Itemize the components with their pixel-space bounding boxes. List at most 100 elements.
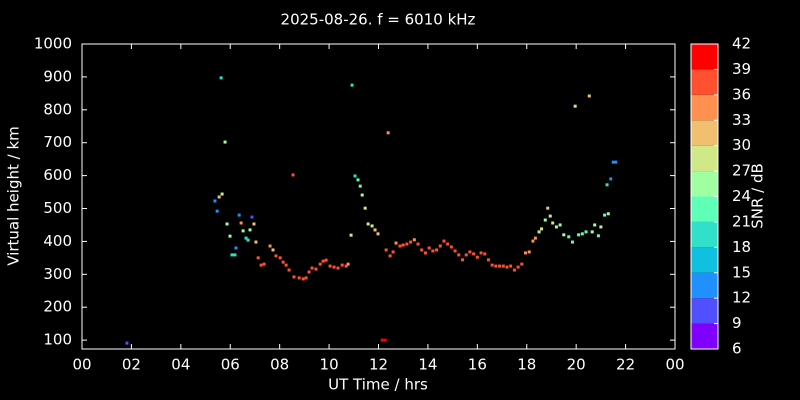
x-tick-label: 16 [468,356,487,374]
data-point [468,250,472,254]
data-point [284,263,288,267]
data-point [605,183,609,187]
data-point [548,214,552,218]
data-point [340,263,344,267]
x-tick-label: 22 [616,356,635,374]
data-point [230,253,234,257]
data-point [580,232,584,236]
data-point [291,173,295,177]
data-point [287,268,291,272]
data-point [599,225,603,229]
data-point [516,265,520,269]
chart-title: 2025-08-26. f = 6010 kHz [281,11,476,29]
data-point [512,268,516,272]
y-tick-label: 900 [43,67,72,85]
colorbar-tick-label: 18 [732,238,751,256]
data-point [336,266,340,270]
x-tick-label: 06 [221,356,240,374]
data-point [611,160,615,164]
colorbar-tick-label: 21 [732,212,751,230]
data-point [349,233,353,237]
data-point [412,238,416,242]
colorbar-tick-label: 27 [732,162,751,180]
data-point [501,264,505,268]
data-point [398,244,402,248]
data-point [239,221,243,225]
data-point [384,248,388,252]
data-point [475,255,479,259]
data-point [584,230,588,234]
y-tick-label: 800 [43,100,72,118]
colorbar-tick-label: 39 [732,60,751,78]
data-point [292,275,296,279]
data-point [394,241,398,245]
y-tick-label: 500 [43,199,72,217]
data-point [310,266,314,270]
x-tick-label: 14 [418,356,437,374]
data-point [405,242,409,246]
data-point [614,160,618,164]
colorbar-tick-label: 30 [732,136,751,154]
data-point [268,244,272,248]
data-point [262,262,266,266]
y-tick-label: 400 [43,232,72,250]
data-point [250,215,254,219]
data-point [252,222,256,226]
data-point [225,222,229,226]
data-point [483,252,487,256]
x-tick-label: 08 [270,356,289,374]
data-point [297,276,301,280]
data-point [567,235,571,239]
data-point [494,264,498,268]
data-point [505,265,509,269]
data-point [217,195,221,199]
data-point [520,262,524,266]
data-point [246,238,250,242]
data-point [344,264,348,268]
data-point [241,229,245,233]
data-point [274,254,278,258]
colorbar-band [691,94,718,121]
data-point [328,264,332,268]
data-point [228,234,232,238]
y-tick-label: 300 [43,265,72,283]
data-point [420,248,424,252]
data-point [531,239,535,243]
data-point [431,249,435,253]
data-point [388,254,392,258]
data-point [577,233,581,237]
data-point [237,213,241,217]
data-point [220,192,224,196]
colorbar-band [691,120,718,146]
data-point [332,265,336,269]
data-point [223,140,227,144]
colorbar-tick-label: 42 [732,35,751,53]
colorbar-tick-label: 33 [732,111,751,129]
x-tick-label: 10 [320,356,339,374]
data-point [461,258,465,262]
colorbar-label: SNR / dB [749,163,767,229]
y-tick-label: 100 [43,331,72,349]
data-point [259,263,263,267]
colorbar-band [691,298,718,324]
x-tick-label: 18 [517,356,536,374]
data-point [527,250,531,254]
data-point [609,177,613,181]
data-point [446,242,450,246]
y-tick-label: 1000 [34,35,72,53]
y-tick-label: 600 [43,166,72,184]
data-point [213,199,217,203]
data-point [304,276,308,280]
x-tick-label: 12 [369,356,388,374]
data-point [233,253,237,257]
data-point [321,259,325,263]
data-point [373,228,377,232]
data-point [464,253,468,257]
data-point [307,270,311,274]
data-point [603,213,607,217]
data-point [590,230,594,234]
data-point [278,256,282,260]
data-point [324,258,328,262]
data-point [427,246,431,250]
data-point [219,76,223,80]
